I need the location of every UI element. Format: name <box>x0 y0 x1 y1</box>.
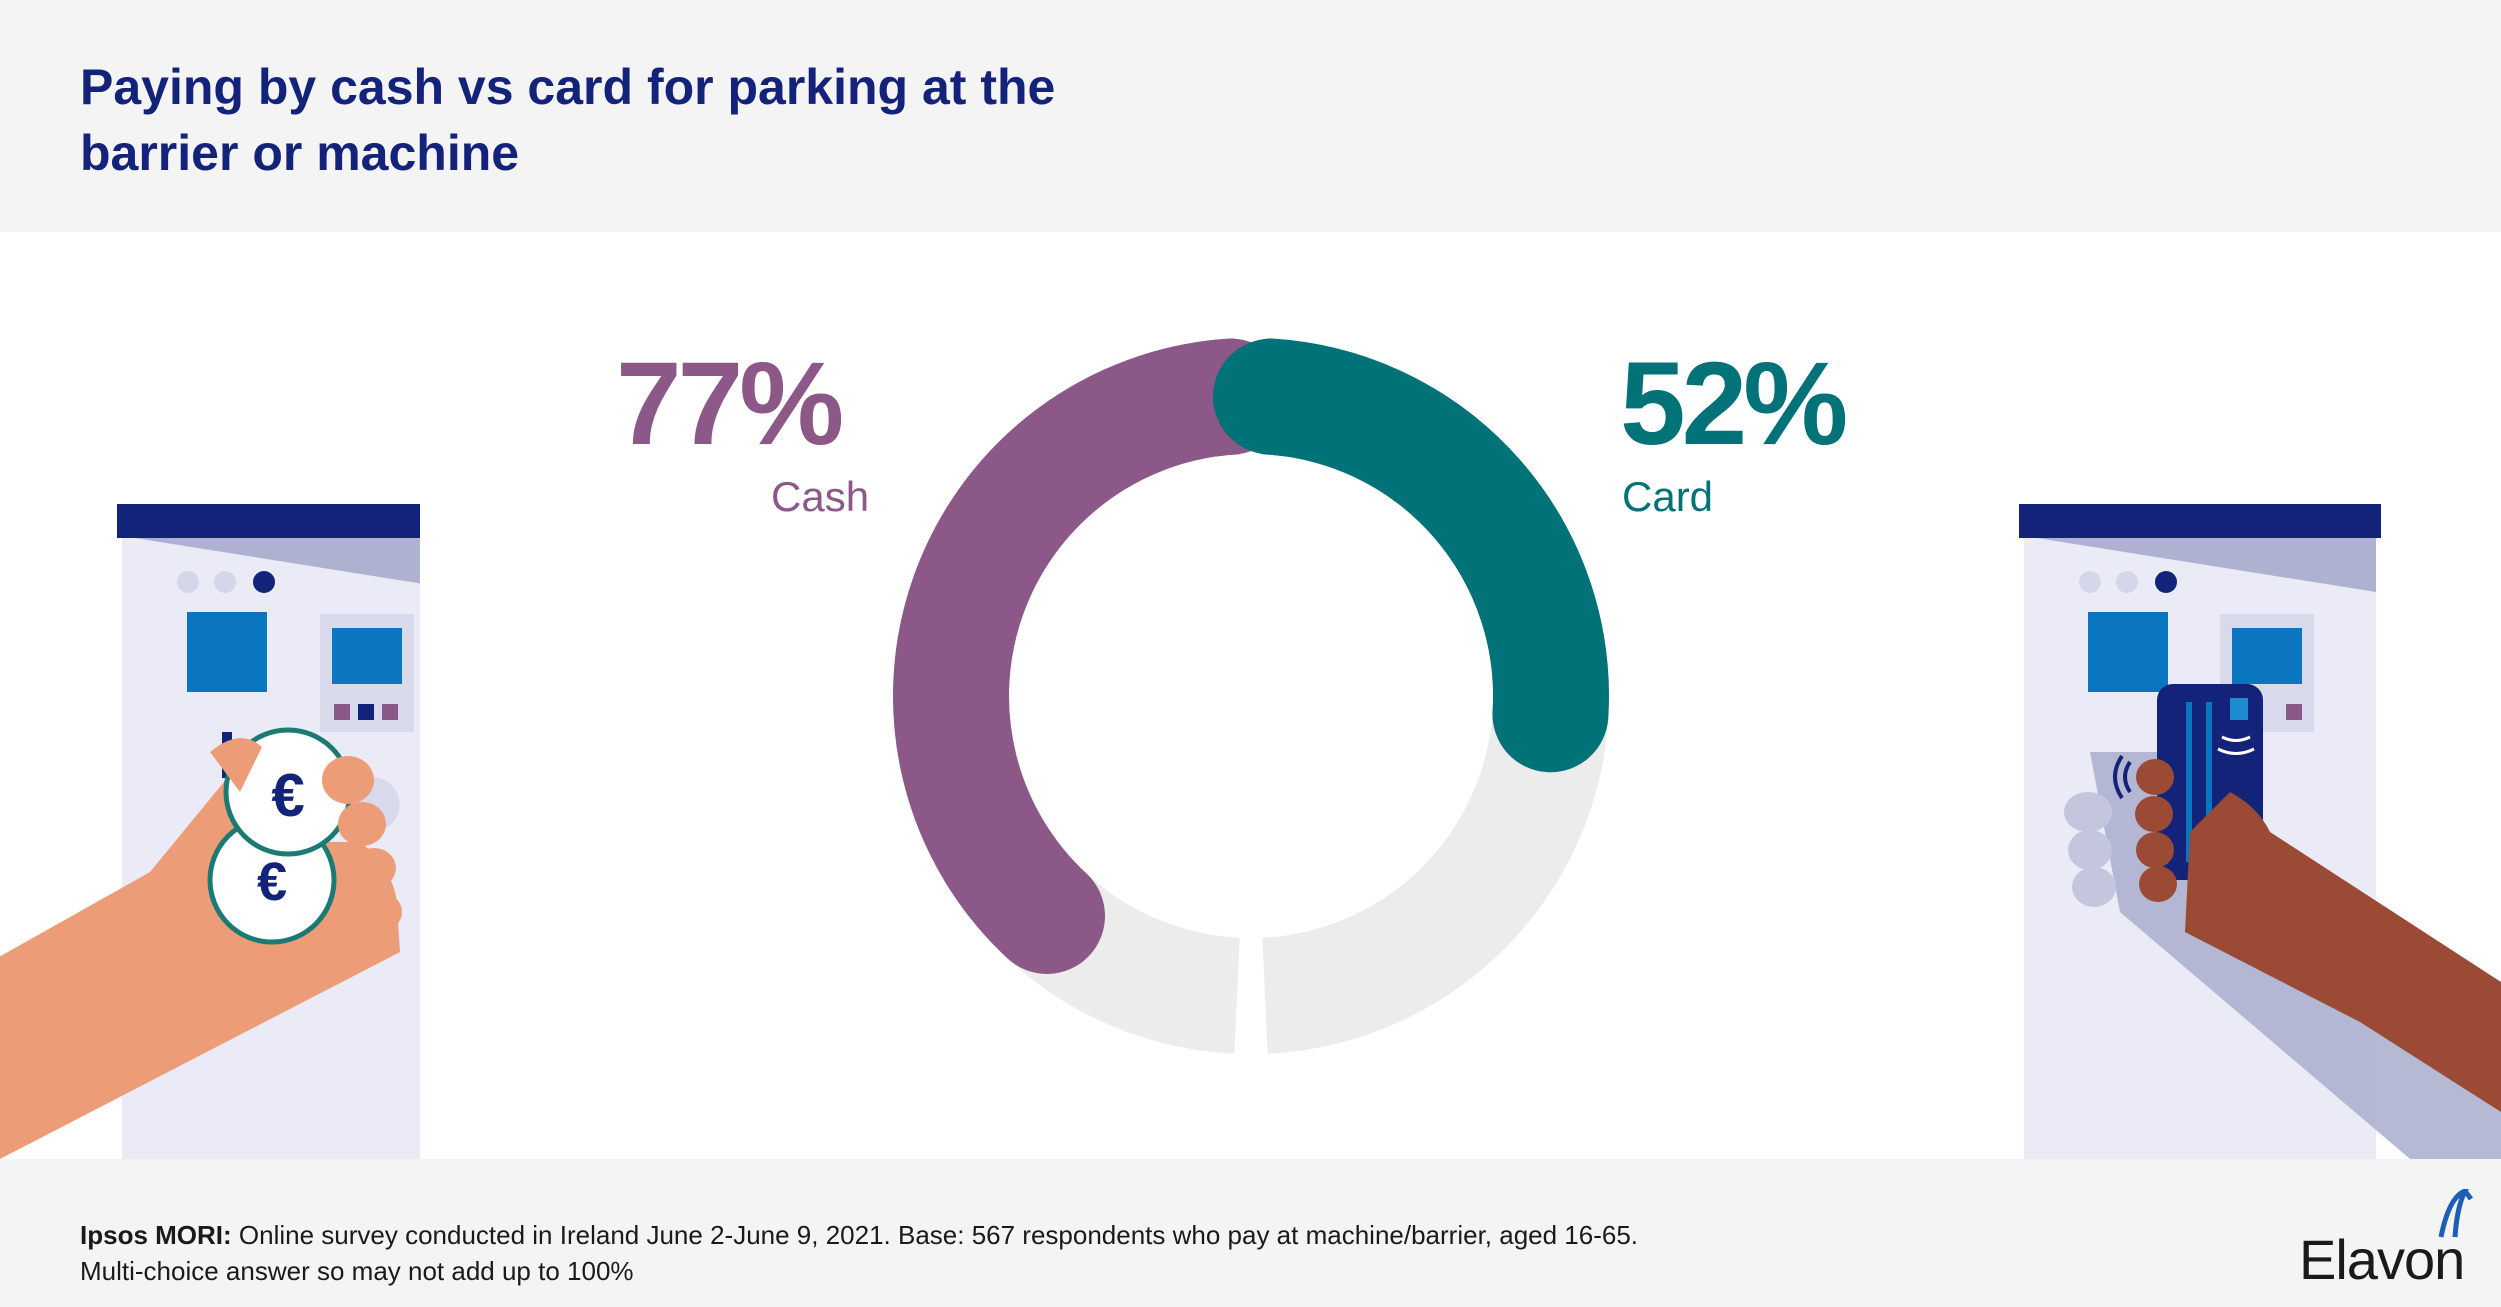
elavon-logo: Elavon <box>2285 1189 2485 1291</box>
card-arc-start <box>1261 338 1304 457</box>
hand-arm <box>2185 792 2501 1112</box>
page-title: Paying by cash vs card for parking at th… <box>80 54 1380 186</box>
multi-choice-note: Multi-choice answer so may not add up to… <box>80 1256 634 1286</box>
cash-percentage: 77% <box>616 338 844 470</box>
chart-area: € € <box>0 232 2501 1159</box>
card-payment-machine-icon <box>2019 504 2501 1159</box>
machine-top-bar <box>117 504 420 538</box>
machine-top-bar <box>2019 504 2381 538</box>
header: Paying by cash vs card for parking at th… <box>0 0 2501 232</box>
card-percentage: 52% <box>1620 338 1848 470</box>
card-label: Card <box>1622 473 1714 520</box>
source-note: Ipsos MORI: Online survey conducted in I… <box>80 1217 2080 1289</box>
cash-payment-machine-icon: € € <box>0 504 420 1159</box>
logo-text: Elavon <box>2299 1228 2465 1291</box>
cash-label: Cash <box>771 473 870 520</box>
source-text: Online survey conducted in Ireland June … <box>231 1220 1639 1250</box>
machine-screen <box>187 612 267 692</box>
title-line-2: barrier or machine <box>80 125 520 181</box>
card-arc <box>1212 338 1609 773</box>
contactless-icon <box>2113 754 2132 800</box>
title-line-1: Paying by cash vs card for parking at th… <box>80 59 1056 115</box>
footer: Ipsos MORI: Online survey conducted in I… <box>0 1159 2501 1307</box>
elavon-logo-icon <box>2438 1189 2473 1238</box>
source-name: Ipsos MORI: <box>80 1220 232 1250</box>
donut-chart <box>893 338 1609 1054</box>
svg-text:€: € <box>257 852 287 912</box>
cash-arc <box>893 338 1290 974</box>
euro-icon: € <box>271 762 304 829</box>
